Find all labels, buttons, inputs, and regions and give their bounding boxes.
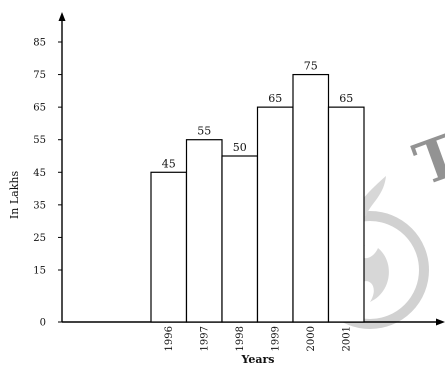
bars [151, 75, 364, 322]
y-axis-title: In Lakhs [8, 171, 21, 220]
x-tick-label-2001: 2001 [341, 326, 352, 351]
x-tick-label-2000: 2000 [306, 326, 317, 351]
data-label-2001: 65 [339, 92, 353, 105]
x-ticks: 1996 1997 1998 1999 2000 2001 [164, 326, 353, 351]
data-label-1998: 50 [233, 141, 247, 154]
data-label-1997: 55 [197, 125, 211, 138]
y-tick-label: 75 [33, 70, 46, 81]
data-label-1996: 45 [162, 157, 176, 170]
y-tick-label: 65 [33, 103, 46, 114]
bar-1998 [222, 156, 258, 322]
x-tick-label-1997: 1997 [199, 326, 210, 351]
y-ticks: 0 15 25 35 45 55 65 75 85 [33, 38, 62, 329]
bar-1996 [151, 172, 187, 322]
y-tick-label: 45 [33, 168, 46, 179]
x-axis-arrow [436, 319, 445, 326]
data-label-2000: 75 [304, 60, 318, 73]
x-tick-label-1998: 1998 [235, 326, 246, 351]
bar-2000 [293, 75, 329, 322]
data-label-1999: 65 [268, 92, 282, 105]
bar-1999 [258, 107, 294, 322]
y-axis-arrow [59, 12, 66, 21]
y-tick-label: 35 [33, 200, 46, 211]
bar-2001 [329, 107, 365, 322]
x-tick-label-1999: 1999 [270, 326, 281, 351]
watermark-letter: T [406, 120, 445, 199]
x-axis-title: Years [240, 353, 274, 366]
y-tick-label: 25 [33, 233, 46, 244]
x-tick-label-1996: 1996 [164, 326, 175, 351]
y-tick-label: 55 [33, 135, 46, 146]
y-tick-label: 0 [40, 318, 46, 329]
y-tick-label: 15 [33, 266, 46, 277]
y-tick-label: 85 [33, 38, 46, 49]
bar-1997 [187, 140, 223, 322]
